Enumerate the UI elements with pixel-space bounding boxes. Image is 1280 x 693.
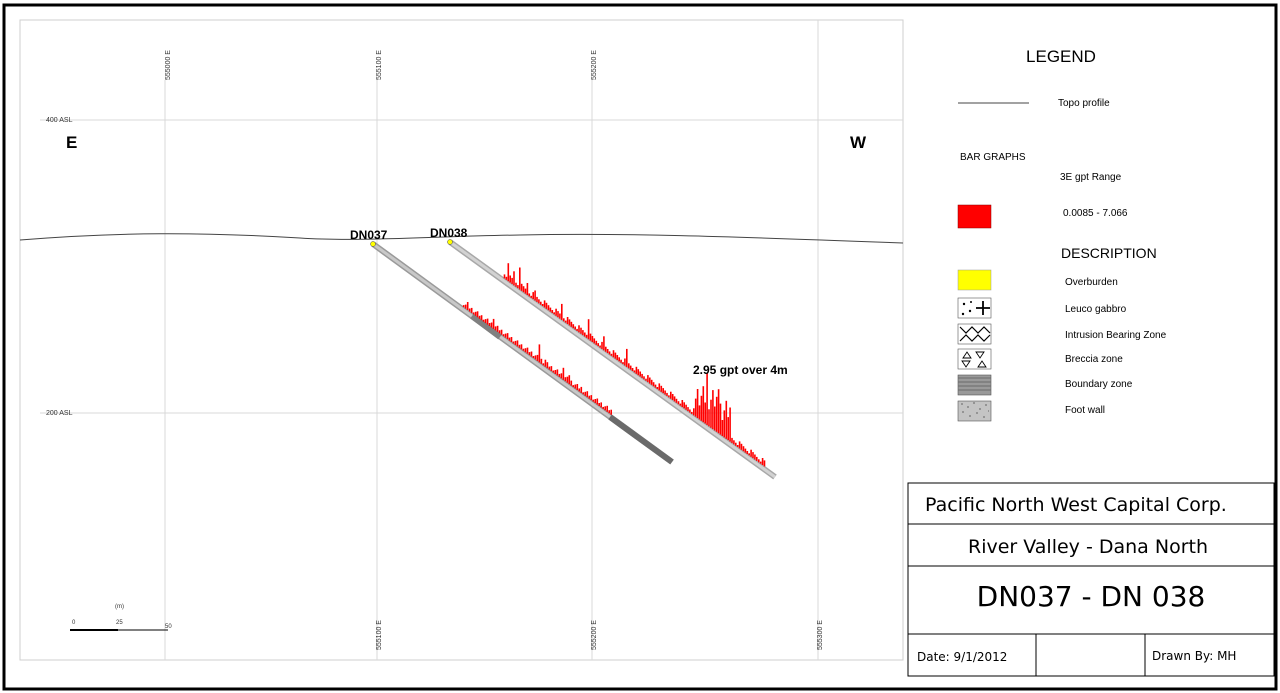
dn037-boundary-segment: [608, 414, 674, 465]
scale-unit: (m): [115, 604, 124, 610]
grade-annotation: 2.95 gpt over 4m: [693, 363, 788, 377]
hole-label-dn037: DN037: [350, 228, 388, 242]
elevation-label-200: 200 ASL: [46, 410, 73, 417]
elevation-label-400: 400 ASL: [46, 117, 73, 124]
scale-tick-25: 25: [116, 620, 123, 626]
legend-item-breccia-zone: Breccia zone: [1065, 354, 1123, 365]
legend-item-leuco-gabbro: Leuco gabbro: [1065, 304, 1127, 315]
title-drawn-by: Drawn By: MH: [1152, 649, 1236, 663]
easting-label-bottom-3: 555300 E: [817, 620, 824, 650]
direction-east: E: [66, 133, 77, 152]
drillhole-dn037: [370, 241, 674, 465]
easting-label-top-3: 555200 E: [591, 50, 598, 80]
direction-west: W: [850, 133, 867, 152]
section-frame: [19, 19, 904, 661]
dn037-dark-segment: [470, 313, 502, 340]
legend-description-title: DESCRIPTION: [1061, 245, 1157, 261]
dn038-collar: [447, 239, 453, 245]
legend-footwall-swatch: [957, 400, 992, 422]
legend-grade-swatch: [957, 204, 992, 229]
dn037-collar: [370, 241, 376, 247]
topo-profile: [19, 233, 904, 244]
legend-leuco-gabbro-swatch: [957, 297, 992, 319]
legend-overburden-swatch: [957, 269, 992, 291]
legend-panel: LEGEND Topo profile BAR GRAPHS 3E gpt Ra…: [957, 47, 1167, 422]
legend-grade-range: 0.0085 - 7.066: [1063, 208, 1128, 219]
easting-label-bottom-1: 555100 E: [376, 620, 383, 650]
grade-bars-dn038: [503, 263, 766, 467]
easting-label-top-1: 555000 E: [165, 50, 172, 80]
legend-grade-header: 3E gpt Range: [1060, 172, 1122, 183]
legend-item-boundary-zone: Boundary zone: [1065, 379, 1133, 390]
legend-item-foot-wall: Foot wall: [1065, 405, 1105, 416]
easting-label-bottom-2: 555200 E: [591, 620, 598, 650]
legend-intrusion-swatch: [957, 323, 992, 345]
legend-boundary-swatch: [957, 374, 992, 396]
legend-topo-label: Topo profile: [1058, 98, 1110, 109]
legend-item-intrusion-bearing-zone: Intrusion Bearing Zone: [1065, 330, 1167, 341]
title-date: Date: 9/1/2012: [917, 650, 1007, 664]
hole-label-dn038: DN038: [430, 226, 468, 240]
scale-tick-50: 50: [165, 624, 172, 630]
legend-breccia-swatch: [957, 348, 992, 370]
scale-bar: (m) 0 25 50: [70, 604, 172, 631]
drillhole-dn038: [447, 239, 777, 480]
outer-border: [2, 3, 1278, 691]
title-company: Pacific North West Capital Corp.: [925, 494, 1227, 516]
grid-lines: [40, 20, 903, 660]
legend-title: LEGEND: [1026, 47, 1096, 66]
legend-bar-graphs-label: BAR GRAPHS: [960, 152, 1026, 163]
grade-bars-dn037: [462, 302, 613, 415]
easting-label-top-2: 555100 E: [376, 50, 383, 80]
title-drawing: DN037 - DN 038: [977, 580, 1206, 613]
legend-item-overburden: Overburden: [1065, 277, 1118, 288]
scale-tick-0: 0: [72, 620, 76, 626]
title-block: Pacific North West Capital Corp. River V…: [907, 482, 1275, 677]
title-project: River Valley - Dana North: [968, 536, 1208, 558]
